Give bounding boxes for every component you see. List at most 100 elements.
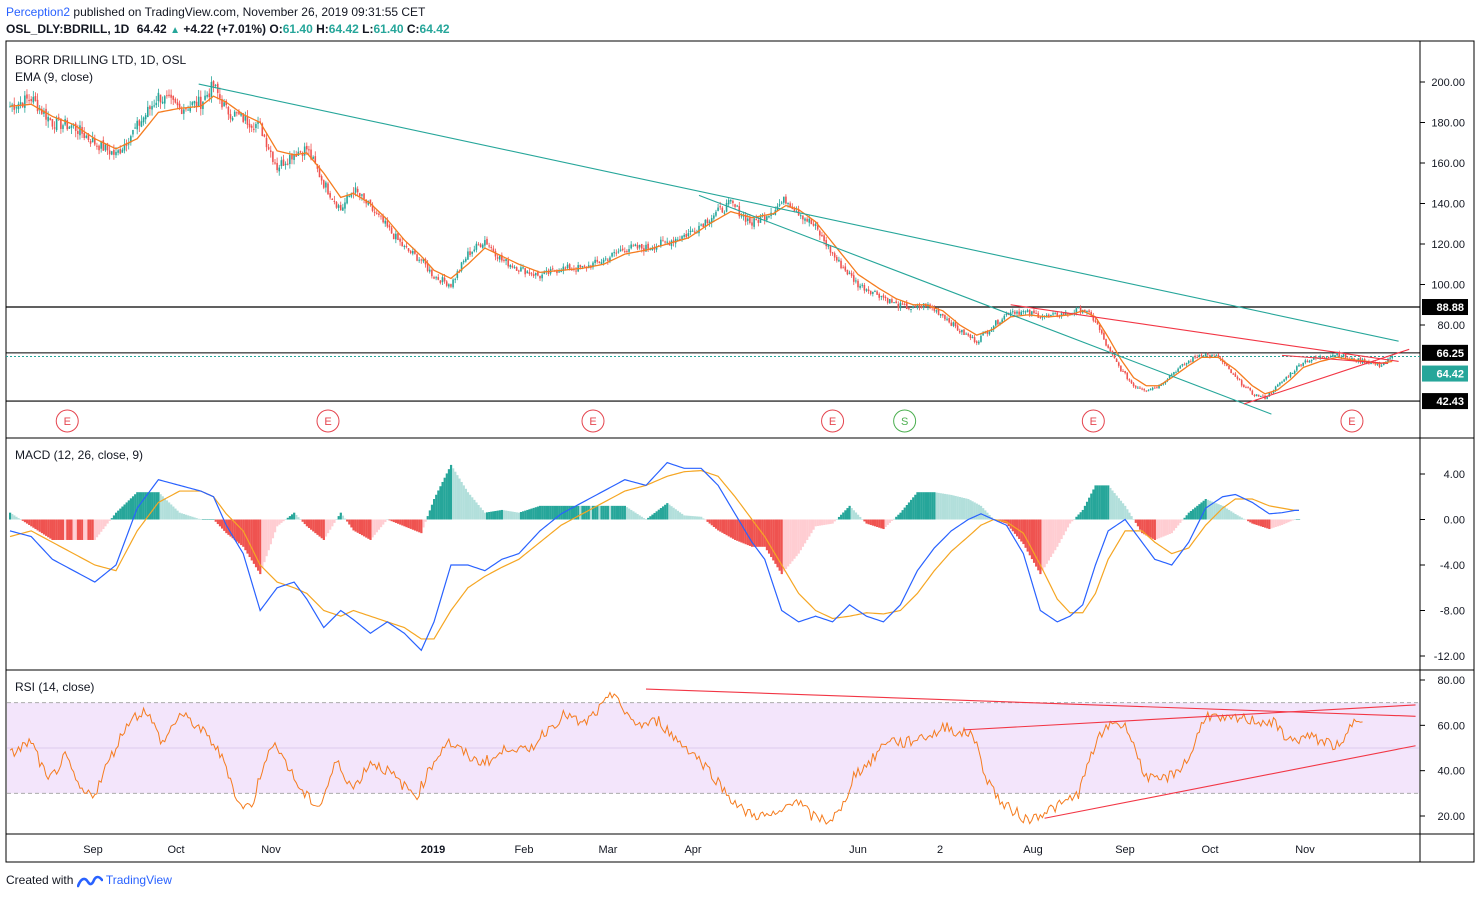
macd-histogram-bar: [670, 506, 673, 520]
rsi-trendlines[interactable]: [645, 688, 1416, 819]
red-trendline[interactable]: [1243, 348, 1410, 405]
candle-body: [361, 194, 363, 196]
candle-body: [1158, 385, 1160, 389]
rsi-trendline[interactable]: [963, 704, 1416, 731]
candle-body: [57, 117, 60, 119]
candle-body: [471, 251, 473, 254]
macd-histogram-bar: [748, 519, 752, 546]
macd-histogram-bar: [148, 492, 152, 520]
candle-body: [617, 251, 620, 253]
macd-histogram-bar: [437, 490, 440, 520]
candle-body: [348, 195, 350, 197]
author-link[interactable]: Perception2: [6, 5, 71, 19]
candle-body: [219, 94, 221, 99]
candle-body: [1022, 311, 1025, 313]
macd-histogram-bar: [536, 506, 540, 520]
macd-histogram-bar: [53, 519, 56, 540]
candle-body: [1020, 311, 1023, 316]
candle-body: [874, 291, 876, 293]
macd-histogram-bar: [678, 512, 682, 520]
candle-body: [1332, 354, 1334, 357]
candle-body: [640, 243, 643, 249]
candle-body: [335, 202, 338, 208]
candle-body: [356, 188, 359, 193]
candle-body: [984, 332, 986, 334]
candle-body: [1079, 306, 1082, 313]
main-trendlines[interactable]: [198, 83, 1410, 415]
chart-area[interactable]: BORR DRILLING LTD, 1D, OSL EMA (9, close…: [0, 40, 1481, 870]
candle-body: [901, 303, 904, 305]
candle-body: [503, 259, 505, 261]
candle-body: [233, 111, 236, 117]
time-axis-label: Feb: [515, 844, 534, 856]
macd-histogram-bar: [969, 500, 972, 520]
macd-histogram-bar: [1266, 519, 1269, 529]
macd-histogram-bar: [301, 519, 304, 522]
macd-histogram-bar: [206, 519, 209, 520]
candle-body: [755, 219, 758, 221]
time-axis-label: Nov: [1295, 844, 1315, 856]
macd-histogram-bar: [216, 519, 219, 525]
macd-histogram-bar: [1081, 509, 1084, 520]
macd-histogram-bar: [723, 519, 726, 535]
candle-body: [821, 235, 823, 237]
candle-body: [291, 153, 293, 160]
candle-body: [740, 215, 743, 217]
macd-histogram-bar: [623, 505, 626, 520]
candle-body: [17, 103, 20, 110]
macd-histogram-bar: [142, 492, 145, 520]
macd-histogram-bar: [261, 519, 264, 569]
macd-histogram-bar: [1223, 507, 1226, 520]
macd-histogram-bar: [727, 519, 730, 537]
candle-body: [132, 129, 134, 135]
green-trendline[interactable]: [698, 194, 1272, 415]
red-trendline[interactable]: [1281, 354, 1389, 365]
macd-histogram-bar: [950, 494, 953, 520]
candle-body: [914, 305, 917, 307]
macd-histogram-bar: [530, 508, 533, 520]
candle-body: [437, 277, 440, 280]
macd-histogram-bar: [403, 519, 406, 527]
rsi-trendline[interactable]: [1044, 745, 1416, 819]
macd-histogram-bar: [937, 492, 940, 520]
candle-body: [899, 302, 902, 309]
macd-histogram-bar: [587, 505, 590, 520]
macd-histogram-bar: [973, 502, 976, 520]
candle-body: [1031, 311, 1033, 316]
candle-body: [496, 257, 499, 259]
candle-body: [944, 315, 946, 320]
macd-histogram-bar: [918, 492, 921, 520]
candle-body: [1175, 372, 1177, 374]
macd-histogram-bar: [861, 519, 864, 520]
candle-body: [426, 263, 429, 271]
candle-body: [267, 147, 270, 150]
candle-body: [354, 187, 357, 193]
macd-histogram-bar: [282, 519, 285, 522]
macd-histogram-bar: [34, 519, 37, 530]
macd-histogram-bar: [136, 492, 139, 520]
macd-histogram-bar: [475, 502, 478, 520]
macd-histogram-bar: [365, 519, 368, 538]
macd-histogram-bar: [81, 519, 84, 540]
macd-histogram-bar: [575, 505, 578, 520]
macd-histogram-bar: [127, 500, 130, 520]
level-price-tag-text: 66.25: [1436, 348, 1464, 360]
macd-histogram-bar: [316, 519, 319, 535]
last-price: 64.42: [136, 22, 167, 36]
candle-body: [231, 117, 234, 121]
macd-histogram-bar: [1170, 519, 1173, 534]
horizontal-levels: [6, 306, 1420, 402]
macd-histogram-bar: [975, 503, 978, 520]
macd-histogram-bar: [926, 492, 930, 520]
candle-body: [1276, 384, 1279, 387]
green-trendline[interactable]: [198, 83, 1399, 342]
candle-body: [1247, 387, 1249, 389]
candle-body: [117, 150, 119, 153]
macd-histogram-bar: [1064, 519, 1067, 532]
macd-histogram-bar: [829, 519, 832, 524]
candle-body: [1380, 365, 1383, 367]
red-trendline[interactable]: [1010, 304, 1399, 362]
tradingview-brand-link[interactable]: TradingView: [105, 873, 172, 887]
candle-body: [831, 252, 834, 254]
macd-histogram-bar: [329, 519, 332, 530]
